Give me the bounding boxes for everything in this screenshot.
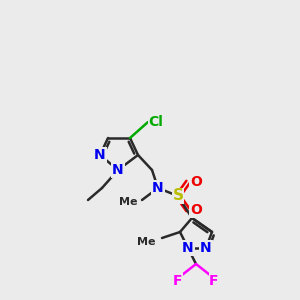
Text: N: N (200, 241, 212, 255)
Text: O: O (190, 175, 202, 189)
Text: O: O (190, 203, 202, 217)
Text: N: N (152, 181, 164, 195)
Text: Cl: Cl (148, 115, 164, 129)
Text: Me: Me (119, 197, 138, 207)
Text: N: N (94, 148, 106, 162)
Text: S: S (172, 188, 184, 203)
Text: Me: Me (137, 237, 156, 247)
Text: F: F (173, 274, 183, 288)
Text: N: N (112, 163, 124, 177)
Text: N: N (182, 241, 194, 255)
Text: F: F (209, 274, 219, 288)
